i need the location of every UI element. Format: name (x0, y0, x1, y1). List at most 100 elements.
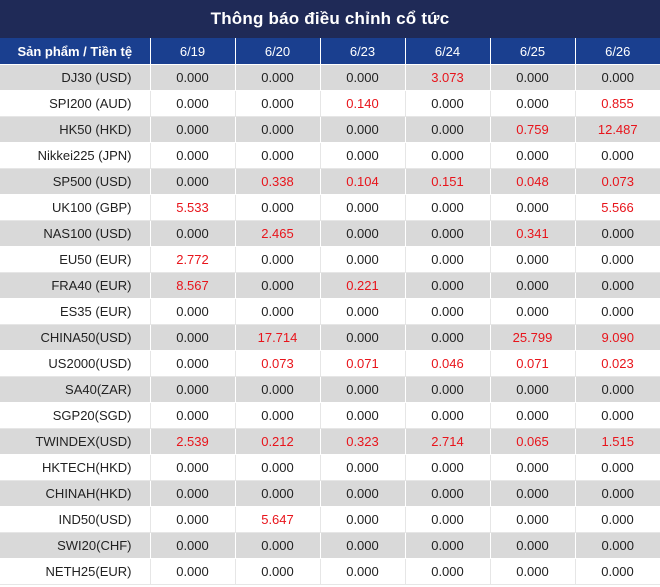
value-cell: 0.023 (575, 350, 660, 377)
value-cell: 12.487 (575, 116, 660, 143)
value-cell: 0.000 (575, 402, 660, 429)
product-cell: IND50(USD) (0, 506, 151, 533)
value-cell: 0.000 (490, 480, 576, 507)
value-cell: 2.772 (150, 246, 236, 273)
value-cell: 0.000 (235, 480, 321, 507)
value-cell: 3.073 (405, 64, 491, 91)
value-cell: 0.000 (320, 532, 406, 559)
value-cell: 0.000 (150, 116, 236, 143)
value-cell: 0.000 (405, 220, 491, 247)
value-cell: 0.000 (575, 142, 660, 169)
product-cell: CHINAH(HKD) (0, 480, 151, 507)
table-row: TWINDEX(USD) 2.539 0.212 0.323 2.714 0.065 1.5… (0, 428, 660, 455)
value-cell: 0.000 (575, 246, 660, 273)
table-row: CHINAH(HKD) 0.000 0.000 0.000 0.000 0.000 0.00… (0, 480, 660, 507)
value-cell: 0.073 (235, 350, 321, 377)
value-cell: 0.000 (150, 220, 236, 247)
value-cell: 0.000 (320, 64, 406, 91)
value-cell: 0.000 (320, 506, 406, 533)
value-cell: 0.000 (405, 194, 491, 221)
value-cell: 0.000 (320, 454, 406, 481)
value-cell: 0.046 (405, 350, 491, 377)
value-cell: 0.000 (405, 246, 491, 273)
value-cell: 0.000 (150, 532, 236, 559)
value-cell: 0.104 (320, 168, 406, 195)
value-cell: 0.000 (405, 532, 491, 559)
value-cell: 0.000 (405, 376, 491, 403)
value-cell: 0.000 (235, 454, 321, 481)
product-cell: Nikkei225 (JPN) (0, 142, 151, 169)
table-row: CHINA50(USD) 0.000 17.714 0.000 0.000 25.799 9… (0, 324, 660, 351)
value-cell: 8.567 (150, 272, 236, 299)
value-cell: 0.000 (405, 324, 491, 351)
product-cell: HK50 (HKD) (0, 116, 151, 143)
value-cell: 0.000 (235, 376, 321, 403)
value-cell: 0.000 (320, 480, 406, 507)
value-cell: 0.000 (150, 324, 236, 351)
value-cell: 0.000 (490, 246, 576, 273)
value-cell: 0.000 (150, 64, 236, 91)
value-cell: 2.714 (405, 428, 491, 455)
value-cell: 0.000 (150, 142, 236, 169)
value-cell: 0.855 (575, 90, 660, 117)
value-cell: 0.000 (490, 194, 576, 221)
value-cell: 0.000 (405, 116, 491, 143)
value-cell: 0.000 (235, 272, 321, 299)
value-cell: 0.071 (490, 350, 576, 377)
value-cell: 0.000 (235, 246, 321, 273)
page-title: Thông báo điều chỉnh cổ tức (0, 0, 660, 38)
product-cell: EU50 (EUR) (0, 246, 151, 273)
value-cell: 0.000 (235, 194, 321, 221)
value-cell: 0.000 (405, 272, 491, 299)
value-cell: 0.000 (320, 142, 406, 169)
value-cell: 0.000 (490, 90, 576, 117)
value-cell: 0.000 (490, 64, 576, 91)
value-cell: 2.539 (150, 428, 236, 455)
value-cell: 0.048 (490, 168, 576, 195)
table-row: IND50(USD) 0.000 5.647 0.000 0.000 0.000 0.000 (0, 506, 660, 533)
value-cell: 0.000 (575, 480, 660, 507)
value-cell: 0.000 (235, 116, 321, 143)
value-cell: 0.000 (150, 350, 236, 377)
table-row: FRA40 (EUR) 8.567 0.000 0.221 0.000 0.000 0.00… (0, 272, 660, 299)
table-row: HK50 (HKD) 0.000 0.000 0.000 0.000 0.759 12.48… (0, 116, 660, 143)
value-cell: 0.000 (150, 90, 236, 117)
column-header-date: 6/19 (150, 38, 236, 65)
value-cell: 0.000 (575, 454, 660, 481)
value-cell: 0.000 (405, 142, 491, 169)
dividend-table: Sản phẩm / Tiền tệ 6/19 6/20 6/23 6/24 6… (0, 38, 660, 585)
product-cell: CHINA50(USD) (0, 324, 151, 351)
product-cell: UK100 (GBP) (0, 194, 151, 221)
value-cell: 0.065 (490, 428, 576, 455)
value-cell: 0.000 (490, 532, 576, 559)
value-cell: 0.000 (490, 506, 576, 533)
value-cell: 0.151 (405, 168, 491, 195)
product-cell: SWI20(CHF) (0, 532, 151, 559)
value-cell: 5.533 (150, 194, 236, 221)
value-cell: 0.323 (320, 428, 406, 455)
value-cell: 0.000 (320, 246, 406, 273)
value-cell: 0.140 (320, 90, 406, 117)
value-cell: 0.000 (320, 376, 406, 403)
value-cell: 0.000 (405, 90, 491, 117)
column-header-date: 6/26 (575, 38, 660, 65)
value-cell: 0.000 (235, 90, 321, 117)
value-cell: 0.000 (150, 376, 236, 403)
value-cell: 0.000 (150, 402, 236, 429)
value-cell: 0.000 (235, 402, 321, 429)
value-cell: 0.000 (150, 454, 236, 481)
value-cell: 0.221 (320, 272, 406, 299)
value-cell: 0.000 (575, 376, 660, 403)
value-cell: 0.073 (575, 168, 660, 195)
value-cell: 0.071 (320, 350, 406, 377)
product-cell: HKTECH(HKD) (0, 454, 151, 481)
value-cell: 0.000 (405, 454, 491, 481)
value-cell: 0.000 (575, 558, 660, 585)
value-cell: 9.090 (575, 324, 660, 351)
product-cell: ES35 (EUR) (0, 298, 151, 325)
value-cell: 0.000 (150, 558, 236, 585)
value-cell: 0.000 (320, 116, 406, 143)
value-cell: 0.000 (150, 506, 236, 533)
value-cell: 0.000 (575, 506, 660, 533)
